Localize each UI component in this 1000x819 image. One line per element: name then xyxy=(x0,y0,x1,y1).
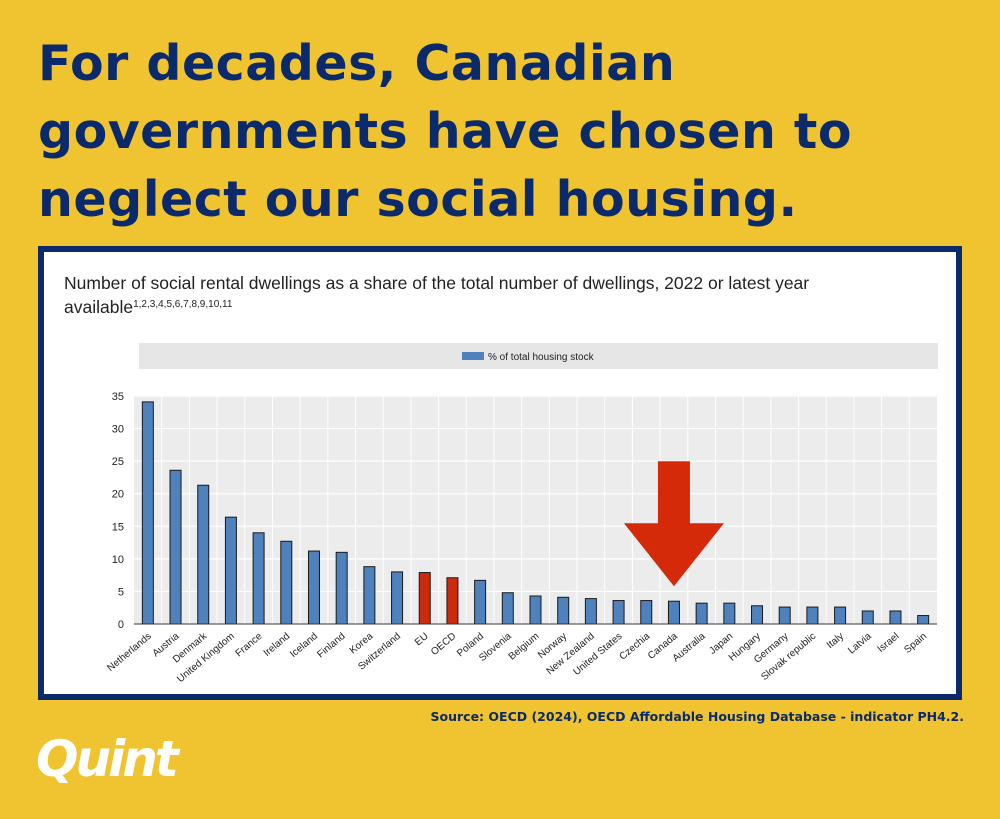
y-tick-label: 30 xyxy=(112,424,124,436)
bar-oecd xyxy=(446,577,459,625)
quint-logo: Quint xyxy=(36,730,179,788)
x-tick-label: Italy xyxy=(825,631,846,651)
legend-label: % of total housing stock xyxy=(488,352,595,363)
bar-belgium xyxy=(529,595,542,625)
y-tick-label: 0 xyxy=(118,619,124,631)
bar-slovak-republic xyxy=(806,606,819,625)
bar-spain xyxy=(917,615,930,625)
chart-title-text: Number of social rental dwellings as a s… xyxy=(64,273,810,317)
y-tick-label: 10 xyxy=(112,554,124,566)
bar-hungary xyxy=(751,605,764,625)
bar-united-kingdom xyxy=(224,516,237,625)
bar-canada xyxy=(667,600,680,625)
bar-united-states xyxy=(612,600,625,625)
bar-austria xyxy=(169,469,182,625)
bar-slovenia xyxy=(501,592,514,625)
x-tick-label: Finland xyxy=(315,631,347,661)
bar-finland xyxy=(335,551,348,625)
bar-israel xyxy=(889,610,902,625)
arrow-annotation xyxy=(623,461,724,587)
x-tick-label: EU xyxy=(413,631,431,648)
y-tick-label: 15 xyxy=(112,521,124,533)
bar-switzerland xyxy=(391,571,404,625)
bar-czechia xyxy=(640,600,653,625)
x-tick-label: Israel xyxy=(876,631,902,655)
chart-frame: Number of social rental dwellings as a s… xyxy=(38,246,962,700)
bar-korea xyxy=(363,566,376,625)
bar-italy xyxy=(834,606,847,625)
x-tick-label: France xyxy=(234,631,265,660)
y-tick-label: 5 xyxy=(118,586,124,598)
bar-chart: % of total housing stock 0 5 10 15 20 25 30 35 Ne… xyxy=(105,343,938,685)
y-tick-label: 35 xyxy=(112,391,124,403)
bar-eu xyxy=(418,572,431,625)
bar-japan xyxy=(723,602,736,625)
y-tick-label: 20 xyxy=(112,489,124,501)
chart-panel: Number of social rental dwellings as a s… xyxy=(44,252,956,694)
bar-denmark xyxy=(197,484,210,625)
bar-latvia xyxy=(861,610,874,625)
plot-area xyxy=(134,396,937,624)
headline: For decades, Canadian governments have c… xyxy=(38,35,852,228)
x-tick-label: Czechia xyxy=(617,631,652,663)
bar-netherlands xyxy=(141,401,154,625)
bar-poland xyxy=(474,579,487,625)
y-tick-label: 25 xyxy=(112,456,124,468)
bar-norway xyxy=(557,596,570,625)
x-tick-label: Netherlands xyxy=(105,631,153,674)
bar-iceland xyxy=(307,550,320,625)
legend-swatch xyxy=(462,352,484,360)
bar-ireland xyxy=(280,540,293,625)
bar-australia xyxy=(695,602,708,625)
x-tick-label: Ireland xyxy=(262,631,292,659)
bar-germany xyxy=(778,606,791,625)
x-tick-label: Latvia xyxy=(846,631,874,657)
x-tick-label: Spain xyxy=(902,631,929,656)
x-tick-label: OECD xyxy=(429,631,458,658)
x-tick-label: Iceland xyxy=(288,631,320,660)
bar-france xyxy=(252,532,265,625)
source-note: Source: OECD (2024), OECD Affordable Hou… xyxy=(430,709,964,724)
bar-new-zealand xyxy=(584,598,597,625)
chart-title: Number of social rental dwellings as a s… xyxy=(64,272,864,318)
x-tick-label: Belgium xyxy=(507,631,542,663)
legend-band xyxy=(139,343,938,369)
chart-title-footnotes: 1,2,3,4,5,6,7,8,9,10,11 xyxy=(133,299,233,310)
